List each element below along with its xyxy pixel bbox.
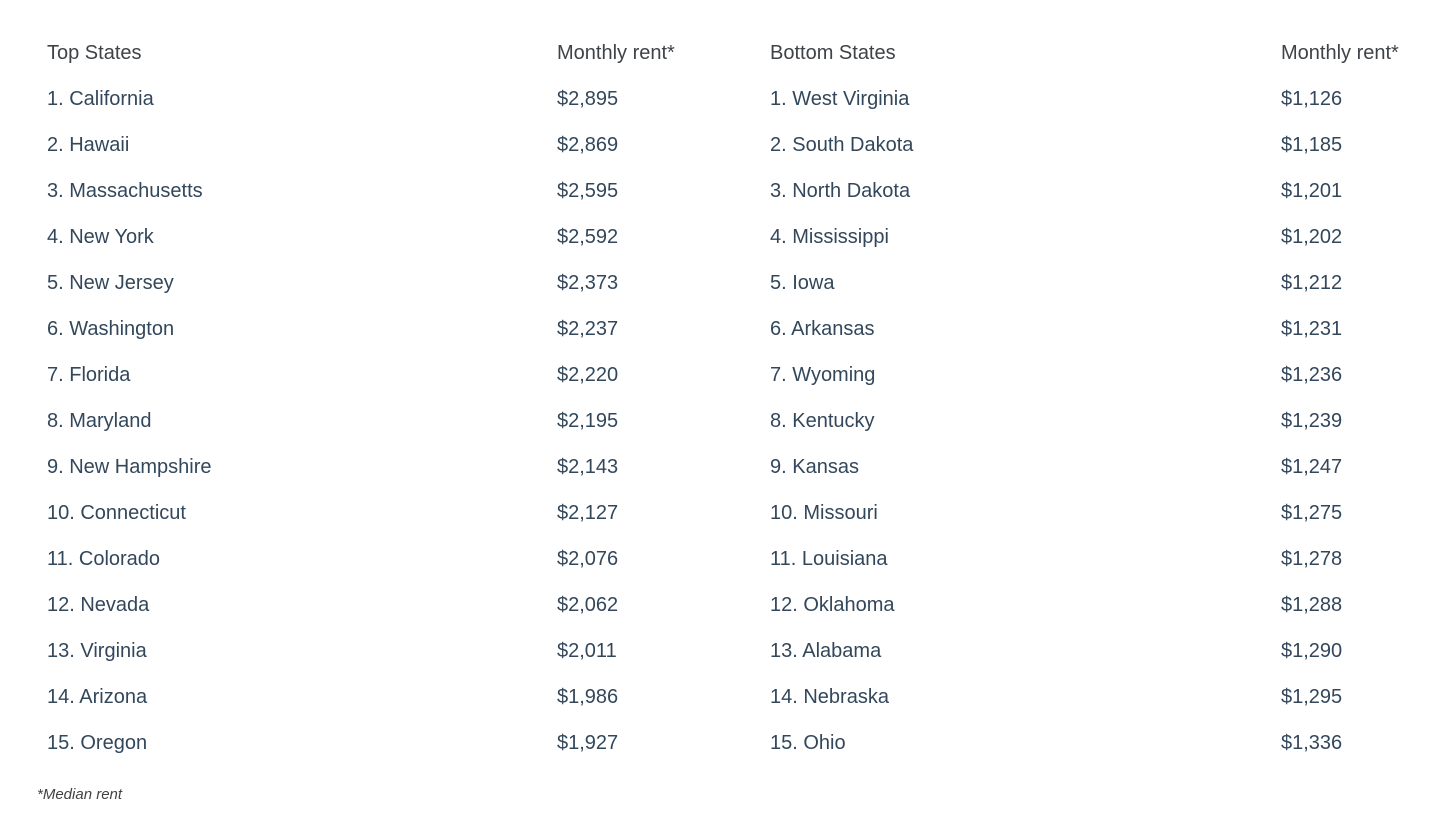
state-cell: 13. Virginia: [47, 639, 147, 662]
state-cell: 11. Louisiana: [770, 547, 888, 570]
state-cell: 8. Kentucky: [770, 409, 875, 432]
rent-cell: $1,336: [1281, 731, 1343, 754]
state-cell: 13. Alabama: [770, 639, 882, 662]
rent-cell: $1,927: [557, 731, 619, 754]
state-cell: 4. New York: [47, 225, 154, 248]
rent-cell: $2,592: [557, 225, 619, 248]
rent-cell: $1,278: [1281, 547, 1343, 570]
rent-cell: $2,373: [557, 271, 619, 294]
rent-cell: $2,062: [557, 593, 619, 616]
state-cell: 5. Iowa: [770, 271, 835, 294]
rent-cell: $2,127: [557, 501, 619, 524]
state-cell: 5. New Jersey: [47, 271, 174, 294]
rent-cell: $2,220: [557, 363, 619, 386]
state-cell: 2. South Dakota: [770, 133, 914, 156]
rent-cell: $1,986: [557, 685, 619, 708]
state-cell: 6. Arkansas: [770, 317, 875, 340]
state-cell: 8. Maryland: [47, 409, 152, 432]
rent-cell: $1,295: [1281, 685, 1343, 708]
state-cell: 15. Ohio: [770, 731, 846, 754]
rent-cell: $2,143: [557, 455, 619, 478]
state-cell: 2. Hawaii: [47, 133, 130, 156]
rent-cell: $2,011: [557, 639, 617, 662]
state-cell: 6. Washington: [47, 317, 175, 340]
state-cell: 14. Nebraska: [770, 685, 889, 708]
bottom-states-header: Bottom States: [770, 41, 896, 64]
rent-cell: $1,185: [1281, 133, 1343, 156]
rent-cell: $1,126: [1281, 87, 1343, 110]
state-cell: 9. Kansas: [770, 455, 859, 478]
bottom-states-rent-header: Monthly rent*: [1281, 41, 1399, 64]
rent-cell: $2,595: [557, 179, 619, 202]
bottom-states-table: Bottom States Monthly rent* 1. West Virg…: [770, 30, 1413, 766]
state-cell: 11. Colorado: [47, 547, 161, 570]
state-cell: 12. Oklahoma: [770, 593, 895, 616]
rent-cell: $1,288: [1281, 593, 1343, 616]
rent-cell: $1,236: [1281, 363, 1343, 386]
rent-cell: $2,895: [557, 87, 619, 110]
state-cell: 10. Connecticut: [47, 501, 186, 524]
rent-cell: $1,231: [1281, 317, 1343, 340]
state-cell: 7. Wyoming: [770, 363, 876, 386]
rent-cell: $1,239: [1281, 409, 1343, 432]
state-cell: 1. California: [47, 87, 154, 110]
rent-cell: $2,076: [557, 547, 619, 570]
rent-cell: $1,202: [1281, 225, 1343, 248]
state-cell: 7. Florida: [47, 363, 131, 386]
state-cell: 10. Missouri: [770, 501, 878, 524]
rent-cell: $2,869: [557, 133, 619, 156]
state-cell: 14. Arizona: [47, 685, 148, 708]
median-rent-footnote: *Median rent: [37, 786, 123, 803]
state-cell: 3. Massachusetts: [47, 179, 203, 202]
rent-cell: $1,247: [1281, 455, 1343, 478]
rent-cell: $2,237: [557, 317, 619, 340]
state-cell: 9. New Hampshire: [47, 455, 212, 478]
rent-cell: $2,195: [557, 409, 619, 432]
top-states-header: Top States: [47, 41, 142, 64]
state-cell: 3. North Dakota: [770, 179, 911, 202]
rent-cell: $1,290: [1281, 639, 1343, 662]
top-states-rent-header: Monthly rent*: [557, 41, 675, 64]
rent-cell: $1,212: [1281, 271, 1343, 294]
top-states-table: Top States Monthly rent* 1. California $…: [47, 30, 770, 766]
state-cell: 15. Oregon: [47, 731, 148, 754]
rent-cell: $1,201: [1281, 179, 1343, 202]
rent-cell: $1,275: [1281, 501, 1343, 524]
state-cell: 4. Mississippi: [770, 225, 889, 248]
state-cell: 1. West Virginia: [770, 87, 910, 110]
state-cell: 12. Nevada: [47, 593, 150, 616]
